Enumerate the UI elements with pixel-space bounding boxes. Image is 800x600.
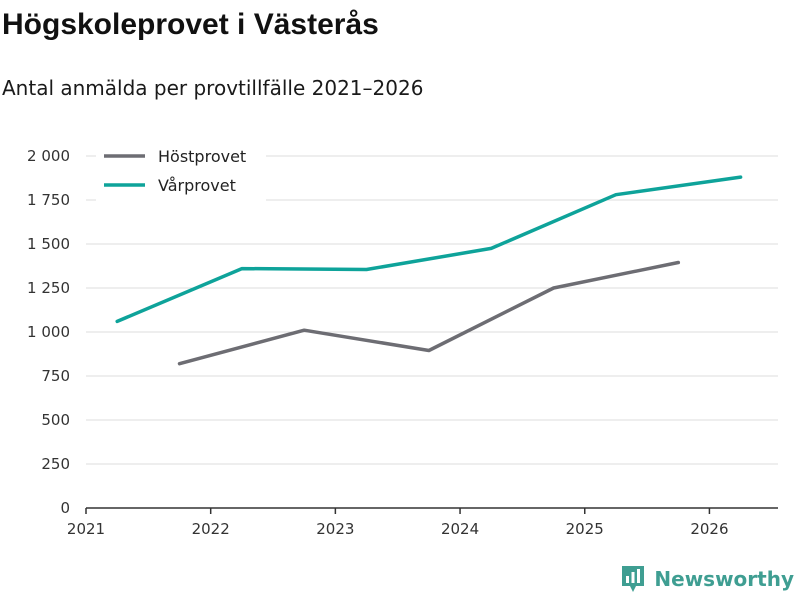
data-point	[553, 287, 555, 289]
x-tick-label: 2026	[690, 520, 728, 538]
y-tick-label: 2 000	[27, 147, 70, 165]
legend: Höstprovet Vårprovet	[96, 140, 266, 202]
line-chart: 0 250 500 750 1 000 1 250 1 500 1 750 2 000 2021…	[27, 140, 778, 538]
legend-label: Höstprovet	[158, 147, 246, 166]
data-point	[303, 329, 305, 331]
data-point	[490, 247, 492, 249]
x-tick-label: 2021	[67, 520, 105, 538]
x-tick-label: 2023	[316, 520, 354, 538]
y-tick-label: 250	[41, 455, 70, 473]
data-point	[428, 349, 430, 351]
data-point	[615, 194, 617, 196]
data-point	[179, 363, 181, 365]
x-axis: 2021 2022 2023 2024 2025 2026	[67, 507, 778, 538]
series-line-hostprovet	[177, 260, 681, 366]
data-point	[116, 320, 118, 322]
series-line-varprovet	[115, 175, 743, 324]
series-layer	[115, 175, 743, 366]
y-tick-label: 1 750	[27, 191, 70, 209]
grid-layer: 0 250 500 750 1 000 1 250 1 500 1 750 2 000	[27, 147, 778, 517]
legend-background	[96, 140, 266, 202]
legend-label: Vårprovet	[158, 176, 236, 195]
newsworthy-logo-icon	[622, 566, 645, 592]
y-tick-label: 1 500	[27, 235, 70, 253]
y-tick-label: 500	[41, 411, 70, 429]
y-tick-label: 0	[60, 499, 70, 517]
data-point	[740, 176, 742, 178]
x-tick-label: 2024	[441, 520, 479, 538]
data-point	[677, 261, 679, 263]
y-tick-label: 1 000	[27, 323, 70, 341]
y-tick-label: 1 250	[27, 279, 70, 297]
data-point	[241, 268, 243, 270]
brand: Newsworthy	[620, 564, 794, 594]
x-tick-label: 2025	[566, 520, 604, 538]
y-tick-label: 750	[41, 367, 70, 385]
brand-name: Newsworthy	[654, 567, 794, 591]
x-tick-label: 2022	[192, 520, 230, 538]
chart-subtitle: Antal anmälda per provtillfälle 2021–202…	[2, 76, 424, 100]
chart-title: Högskoleprovet i Västerås	[2, 8, 379, 41]
data-point	[366, 269, 368, 271]
